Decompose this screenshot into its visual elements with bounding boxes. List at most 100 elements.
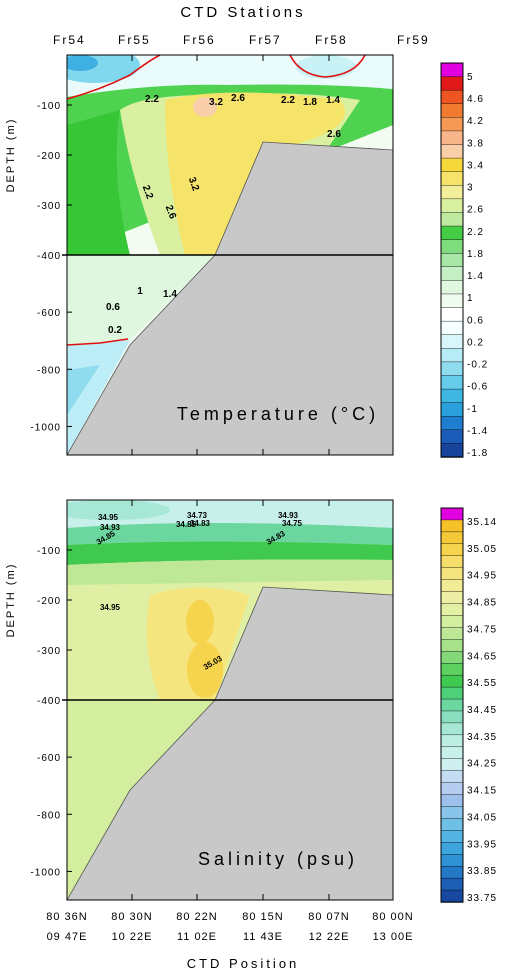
position-lon: 12 22E: [309, 931, 350, 943]
position-lat: 80 15N: [242, 911, 283, 923]
colorbar-label: 34.25: [467, 759, 497, 770]
contour-label: 2.6: [327, 129, 341, 140]
y-tick-label: -100: [37, 101, 61, 112]
position-lat: 80 00N: [372, 911, 413, 923]
colorbar-frame: [440, 62, 464, 458]
colorbar-label: 4.2: [467, 116, 484, 127]
colorbar-swatch: [440, 722, 464, 736]
colorbar-label: 3: [467, 183, 474, 194]
colorbar-swatch: [440, 567, 464, 581]
colorbar-swatch: [440, 144, 464, 159]
contour-label: 2.2: [140, 184, 155, 201]
colorbar-swatch: [440, 171, 464, 186]
y-tick-label: -1000: [30, 422, 61, 433]
colorbar-swatch: [440, 877, 464, 891]
station-label: Fr59: [397, 33, 430, 47]
colorbar-label: 34.15: [467, 786, 497, 797]
colorbar-swatch: [440, 746, 464, 760]
colorbar-label: 33.85: [467, 866, 497, 877]
contour-label: 3.2: [209, 97, 223, 108]
colorbar-swatch: [440, 62, 464, 78]
colorbar-label: 33.75: [467, 893, 497, 904]
colorbar-swatch: [440, 794, 464, 808]
contour-label: 34.93: [100, 523, 121, 532]
position-lon: 09 47E: [47, 931, 88, 943]
variable-label: Salinity (psu): [198, 849, 358, 869]
depth-axis-label: DEPTH (m): [5, 118, 17, 193]
bathymetry-seafloor: [67, 586, 393, 900]
contour-label: 2.2: [281, 95, 295, 106]
contour-label: 2.6: [163, 204, 178, 221]
bathymetry-seafloor: [67, 141, 393, 455]
temperature-panel: -100 -200 -300 -400 -600 -800 -1000 DEPTH (m) Te…: [5, 54, 488, 459]
colorbar-swatch: [440, 651, 464, 664]
cold-core-left: [67, 55, 98, 71]
colorbar-swatch: [440, 103, 464, 119]
deep-green: [67, 255, 215, 345]
colorbar-label: -0.6: [467, 382, 488, 393]
colorbar-label: -1.8: [467, 448, 488, 459]
contour-label: 1.4: [163, 289, 177, 300]
contour-label: 1.4: [326, 95, 340, 106]
position-lat: 80 30N: [111, 911, 152, 923]
colorbar-swatch: [440, 710, 464, 724]
colorbar-swatch: [440, 89, 464, 105]
y-tick-label: -800: [37, 810, 61, 821]
colorbar-label: 34.45: [467, 705, 497, 716]
colorbar-swatch: [440, 734, 464, 748]
halocline-green: [67, 541, 393, 565]
colorbar-swatch: [440, 375, 464, 390]
colorbar-swatch: [440, 130, 464, 146]
salinity-panel: -100 -200 -300 -400 -600 -800 -1000 DEPTH (m) Sa…: [5, 499, 497, 904]
temperature-field: [67, 55, 393, 455]
station-label: Fr55: [118, 33, 151, 47]
contour-label: 1.8: [303, 97, 317, 108]
colorbar-label: 34.75: [467, 624, 497, 635]
y-tick-label: -100: [37, 546, 61, 557]
colorbar-swatch: [440, 253, 464, 268]
colorbar-swatch: [440, 889, 464, 903]
colorbar-label: 34.65: [467, 651, 497, 662]
contour-label: 34.83: [190, 519, 211, 528]
position-lat: 80 22N: [176, 911, 217, 923]
colorbar-swatch: [440, 770, 464, 784]
position-lon: 11 43E: [243, 931, 283, 943]
colorbar-swatch: [440, 519, 464, 533]
y-tick-label: -600: [37, 308, 61, 319]
red-contour-deep: [67, 338, 129, 346]
contour-label: 34.95: [100, 603, 121, 612]
colorbar-swatch: [440, 686, 464, 700]
halocline-lower: [67, 559, 393, 585]
colorbar-swatch: [440, 361, 464, 377]
contour-label: 2.2: [145, 94, 159, 105]
cold-patch-right: [296, 55, 356, 79]
colorbar-swatch: [440, 443, 464, 458]
y-tick-label: -400: [37, 251, 61, 262]
y-tick-label: -400: [37, 696, 61, 707]
y-tick-label: -300: [37, 201, 61, 212]
colorbar-swatch: [440, 239, 464, 254]
station-label: Fr54: [53, 33, 86, 47]
colorbar-swatch: [440, 348, 464, 363]
colorbar-label: 4.6: [467, 94, 484, 105]
variable-label: Temperature (°C): [177, 404, 379, 424]
colorbar-swatch: [440, 225, 464, 241]
colorbar-swatch: [440, 76, 464, 91]
colorbar-swatch: [440, 639, 464, 652]
colorbar-label: 2.6: [467, 205, 484, 216]
colorbar-swatch: [440, 117, 464, 132]
colorbar-swatch: [440, 212, 464, 227]
colorbar-swatch: [440, 334, 464, 350]
colorbar-label: 35.14: [467, 517, 497, 528]
station-label: Fr58: [315, 33, 348, 47]
colorbar-label: 34.95: [467, 571, 497, 582]
colorbar-label: 3.8: [467, 138, 484, 149]
colorbar-swatch: [440, 842, 464, 855]
colorbar-swatch: [440, 615, 464, 629]
colorbar-swatch: [440, 507, 464, 521]
colorbar-swatch: [440, 293, 464, 309]
contour-label: 34.95: [98, 513, 119, 522]
colorbar-label: 0.2: [467, 337, 484, 348]
colorbar-swatch: [440, 198, 464, 214]
